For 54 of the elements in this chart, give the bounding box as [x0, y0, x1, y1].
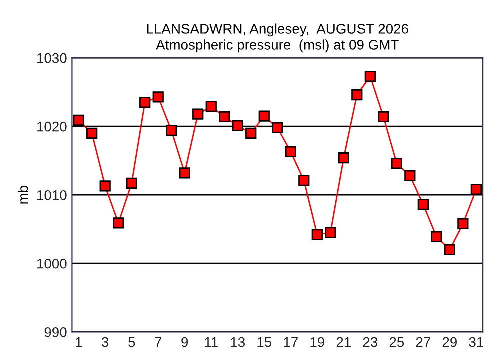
point: [152, 92, 164, 103]
point: [458, 218, 469, 230]
point: [352, 90, 363, 101]
point: [338, 152, 350, 164]
x-tick-label: 7: [155, 338, 162, 348]
point: [404, 170, 416, 182]
x-tick-label: 15: [258, 338, 272, 348]
point: [206, 101, 217, 112]
x-tick-label: 5: [128, 338, 136, 348]
point: [378, 111, 390, 123]
y-tick-label: 990: [44, 327, 67, 338]
point: [192, 108, 204, 120]
point: [418, 199, 429, 210]
point: [444, 244, 456, 256]
x-tick-label: 27: [416, 337, 430, 348]
point: [258, 110, 270, 122]
point: [364, 71, 376, 82]
y-tick-label: 1010: [38, 190, 67, 200]
point: [285, 146, 296, 158]
point: [86, 128, 98, 140]
point: [113, 218, 124, 229]
x-tick-label: 25: [390, 337, 404, 348]
point: [298, 175, 310, 186]
y-tick-label: 1000: [38, 258, 67, 269]
point: [100, 180, 111, 192]
x-tick-label: 13: [231, 337, 245, 348]
y-axis-title: mb: [18, 186, 28, 204]
x-tick-label: 3: [102, 337, 109, 348]
x-tick-label: 23: [363, 337, 378, 348]
x-tick-label: 19: [310, 337, 324, 348]
point: [470, 184, 482, 196]
y-tick-label: 1030: [38, 53, 67, 64]
y-tick-label: 1020: [38, 122, 67, 132]
point: [391, 158, 402, 170]
point: [140, 97, 151, 108]
x-tick-label: 11: [205, 338, 218, 348]
point: [232, 120, 244, 132]
x-tick-label: 1: [76, 338, 82, 348]
point: [126, 178, 138, 190]
point: [166, 125, 178, 136]
x-tick-label: 29: [442, 337, 457, 348]
chart-title: LLANSADWRN, Anglesey, AUGUST 2026 Atmospheric pressure (msl) at 09 GMT: [147, 24, 408, 53]
x-tick-label: 21: [336, 337, 351, 348]
point: [219, 111, 230, 123]
x-tick-label: 9: [182, 337, 188, 348]
point: [179, 168, 190, 179]
point: [272, 122, 284, 134]
point: [312, 229, 323, 240]
point: [73, 114, 84, 126]
point: [246, 128, 257, 140]
point: [431, 231, 442, 242]
point: [325, 227, 336, 238]
x-tick-label: 31: [469, 337, 484, 348]
x-tick-label: 17: [284, 338, 298, 348]
